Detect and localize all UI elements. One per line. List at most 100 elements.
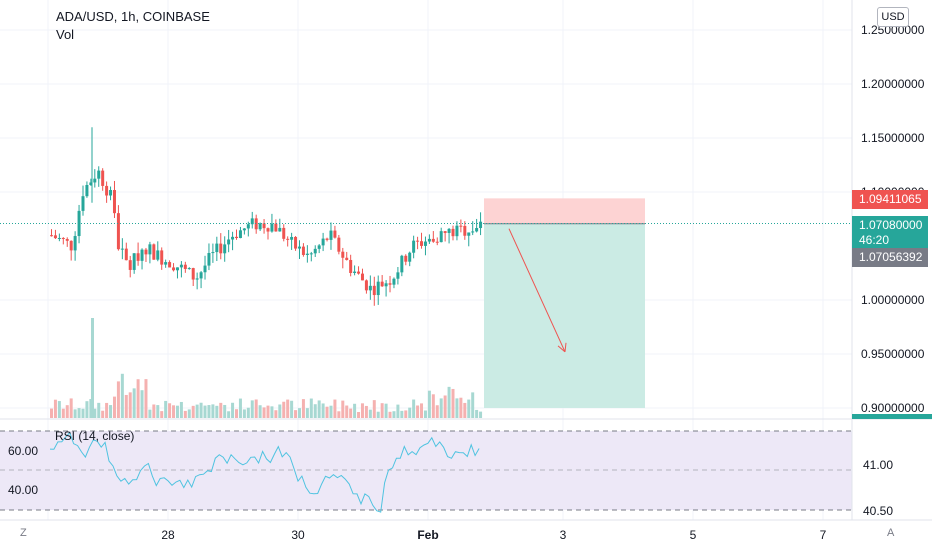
volume-bar bbox=[223, 404, 227, 418]
candle-body bbox=[179, 264, 183, 268]
symbol-title[interactable]: ADA/USD, 1h, COINBASE bbox=[56, 9, 210, 24]
candle bbox=[408, 251, 412, 267]
candle-body bbox=[77, 210, 81, 237]
candle-body bbox=[337, 237, 341, 252]
candle-body bbox=[105, 185, 109, 196]
candle-body bbox=[136, 253, 140, 261]
candle bbox=[360, 268, 364, 281]
volume-bar bbox=[325, 406, 329, 418]
candle-body bbox=[423, 241, 427, 246]
candle-body bbox=[388, 283, 392, 285]
candle-body bbox=[463, 225, 467, 236]
candle-body bbox=[475, 228, 479, 232]
candle-body bbox=[404, 255, 408, 262]
stop-price-label: 1.09411065 bbox=[852, 190, 928, 209]
candle bbox=[463, 221, 467, 240]
volume-bar bbox=[211, 404, 215, 418]
candle-body bbox=[69, 240, 73, 251]
candle-body bbox=[455, 225, 459, 237]
candle-body bbox=[416, 240, 420, 242]
candle-body bbox=[250, 218, 254, 225]
volume-bar bbox=[120, 373, 124, 418]
candle bbox=[423, 236, 427, 256]
candle-body bbox=[427, 238, 431, 242]
candle bbox=[321, 232, 325, 252]
candle bbox=[85, 181, 89, 198]
volume-bar bbox=[254, 399, 258, 418]
volume-bar bbox=[183, 410, 187, 418]
candle-body bbox=[309, 253, 313, 255]
candle bbox=[282, 224, 286, 242]
candle bbox=[337, 234, 341, 255]
entry-price-label: 1.07056392 bbox=[852, 248, 928, 267]
volume-bar bbox=[116, 381, 120, 418]
price-tick-label: 1.25000000 bbox=[861, 23, 925, 37]
volume-bar bbox=[317, 400, 321, 418]
candle-body bbox=[156, 250, 160, 260]
price-tick-label: 1.20000000 bbox=[861, 77, 925, 91]
volume-bar bbox=[175, 405, 179, 418]
candle-body bbox=[53, 235, 57, 239]
volume-bar bbox=[266, 405, 270, 418]
volume-bar bbox=[235, 409, 239, 418]
rsi-legend[interactable]: RSI (14, close) bbox=[55, 429, 135, 443]
candle-body bbox=[317, 245, 321, 249]
candle bbox=[116, 205, 120, 251]
volume-bar bbox=[368, 409, 372, 418]
timezone-button[interactable]: Z bbox=[20, 527, 27, 539]
auto-scale-button[interactable]: A bbox=[887, 527, 895, 539]
rsi-left-tick: 60.00 bbox=[8, 444, 38, 458]
candle-body bbox=[164, 262, 168, 265]
target-price-marker bbox=[852, 414, 932, 419]
time-tick-label: 5 bbox=[690, 528, 697, 542]
currency-button[interactable]: USD bbox=[877, 7, 909, 27]
volume-legend[interactable]: Vol bbox=[56, 27, 75, 42]
volume-bar bbox=[81, 408, 85, 418]
candle bbox=[69, 240, 73, 261]
candle bbox=[128, 255, 132, 278]
volume-bar bbox=[207, 405, 211, 418]
candle-body bbox=[187, 268, 191, 270]
volume-bar bbox=[262, 407, 266, 418]
volume-bar bbox=[431, 394, 435, 418]
candle bbox=[172, 263, 176, 272]
volume-bar bbox=[73, 409, 77, 418]
candle bbox=[400, 254, 404, 277]
volume-bar bbox=[400, 410, 404, 418]
volume-bar bbox=[148, 409, 152, 418]
candle bbox=[368, 275, 372, 300]
candle-body bbox=[380, 281, 384, 287]
time-tick-label: 28 bbox=[161, 528, 175, 542]
volume-bar bbox=[435, 405, 439, 418]
candle-body bbox=[112, 190, 116, 214]
candle bbox=[254, 214, 258, 234]
candle-body bbox=[93, 178, 97, 183]
rsi-line bbox=[49, 431, 480, 513]
candle-body bbox=[274, 223, 278, 232]
candle bbox=[384, 280, 388, 297]
candle bbox=[191, 267, 195, 287]
candle bbox=[372, 276, 376, 306]
volume-bar bbox=[345, 405, 349, 418]
candle bbox=[270, 213, 274, 233]
volume-bar bbox=[427, 390, 431, 418]
candle bbox=[376, 275, 380, 305]
candle-body bbox=[207, 253, 211, 266]
candle bbox=[65, 237, 69, 247]
volume-bar bbox=[420, 403, 424, 418]
candle bbox=[219, 233, 223, 260]
candle-body bbox=[290, 236, 294, 240]
candle-body bbox=[333, 230, 337, 238]
candle bbox=[242, 228, 246, 235]
volume-bar bbox=[337, 411, 341, 418]
volume-bar bbox=[301, 399, 305, 418]
volume-bar bbox=[423, 410, 427, 418]
candle bbox=[262, 219, 266, 234]
candle-body bbox=[376, 281, 380, 296]
candle-body bbox=[329, 230, 333, 240]
volume-bar bbox=[467, 399, 471, 418]
candle-body bbox=[219, 243, 223, 254]
volume-bar bbox=[93, 408, 97, 418]
volume-bar bbox=[384, 403, 388, 418]
